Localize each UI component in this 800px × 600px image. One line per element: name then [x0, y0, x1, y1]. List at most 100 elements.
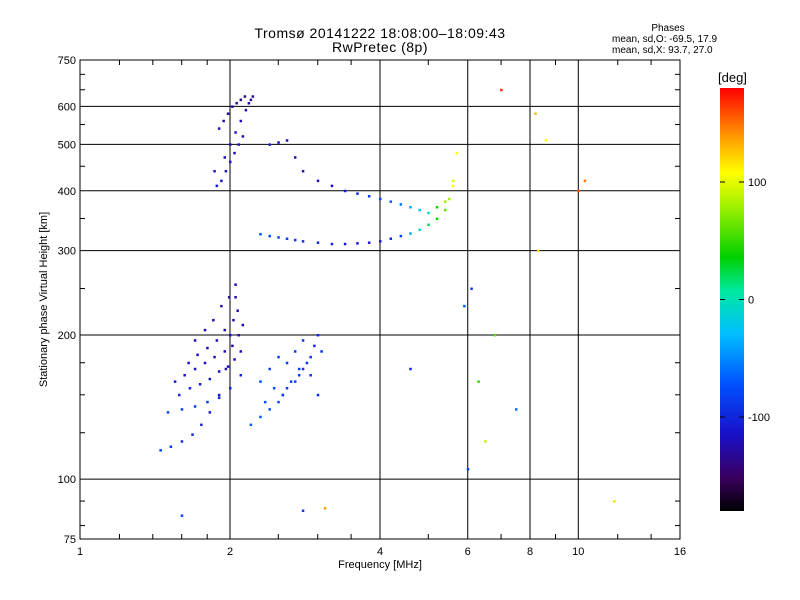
data-point — [198, 382, 202, 386]
data-point — [226, 112, 230, 115]
data-point — [208, 411, 212, 414]
data-point — [223, 328, 227, 332]
data-point — [316, 333, 320, 337]
data-point — [224, 367, 228, 371]
data-point — [418, 228, 421, 232]
data-point — [247, 101, 251, 105]
x-tick-label: 2 — [227, 546, 233, 558]
chart-title-line2: RwPretec (8p) — [332, 39, 428, 55]
colorbar-tick-label: -100 — [748, 412, 770, 424]
data-point — [233, 358, 236, 361]
data-point — [220, 304, 223, 308]
data-point — [484, 440, 487, 443]
data-point — [203, 328, 207, 332]
x-tick-label: 10 — [572, 546, 584, 558]
colorbar-tick-label: 0 — [748, 295, 754, 307]
data-point — [451, 179, 455, 183]
data-point — [193, 367, 197, 371]
data-point — [309, 355, 312, 359]
data-point — [293, 238, 297, 242]
data-point — [234, 283, 237, 286]
data-point — [301, 339, 305, 342]
data-point — [237, 333, 240, 337]
data-point — [536, 249, 540, 253]
data-point — [493, 333, 497, 337]
data-point — [213, 355, 216, 359]
phase-stats-x: mean, sd,X: 93.7, 27.0 — [612, 45, 713, 56]
data-point — [200, 423, 203, 427]
data-point — [379, 197, 382, 201]
data-point — [285, 386, 289, 390]
data-point — [231, 105, 234, 108]
data-point — [389, 200, 393, 203]
data-point — [223, 350, 227, 353]
y-tick-label: 400 — [58, 186, 76, 198]
data-point — [463, 304, 466, 308]
data-point — [234, 296, 237, 299]
data-point — [226, 365, 230, 368]
data-point — [193, 339, 197, 342]
data-point — [263, 400, 267, 404]
data-point — [272, 386, 276, 390]
data-point — [223, 156, 227, 159]
y-tick-label: 200 — [58, 330, 76, 342]
data-point — [367, 241, 371, 244]
data-point — [217, 370, 221, 373]
data-point — [330, 184, 334, 188]
axis-ticks: 1 2 4 6 8 10 16 75 100 200 300 400 500 600 750 — [58, 55, 686, 558]
data-point — [244, 108, 248, 112]
data-point — [268, 367, 271, 371]
data-point — [277, 400, 280, 404]
data-point — [330, 242, 334, 246]
data-point — [239, 373, 243, 377]
data-point — [515, 408, 518, 411]
data-point — [206, 346, 209, 350]
data-point — [220, 179, 223, 183]
data-point — [191, 433, 194, 436]
data-point — [236, 309, 239, 312]
data-point — [268, 408, 271, 411]
data-point — [409, 367, 412, 371]
data-point — [313, 344, 316, 348]
data-point — [277, 236, 280, 239]
data-point — [500, 88, 503, 92]
data-point — [323, 507, 327, 510]
data-point — [180, 514, 184, 517]
data-point — [379, 240, 382, 243]
data-point — [277, 141, 280, 144]
data-point — [301, 367, 305, 371]
data-point — [224, 169, 228, 173]
phase-stats: Phases mean, sd,O: -69.5, 17.9 mean, sd,… — [612, 23, 724, 56]
data-point — [235, 101, 238, 105]
data-point — [316, 241, 320, 244]
data-point — [356, 242, 359, 245]
chart-title-line1: Tromsø 20141222 18:08:00–18:09:43 — [254, 25, 506, 41]
data-point — [356, 192, 359, 195]
data-point — [470, 287, 473, 291]
data-point — [301, 169, 305, 173]
data-point — [241, 323, 245, 327]
data-point — [320, 350, 323, 353]
colorbar-tick-label: 100 — [748, 177, 766, 189]
data-point — [173, 380, 177, 383]
data-point — [203, 361, 207, 365]
data-point — [477, 380, 480, 383]
data-point — [208, 377, 212, 381]
plot-frame — [79, 59, 681, 540]
data-point — [180, 408, 184, 411]
data-point — [166, 411, 170, 414]
data-point — [251, 95, 255, 98]
data-point — [309, 373, 312, 377]
data-point — [193, 405, 197, 408]
data-point — [451, 184, 455, 188]
data-point — [316, 393, 320, 397]
data-point — [259, 380, 262, 383]
phase-stats-o: mean, sd,O: -69.5, 17.9 — [612, 34, 718, 45]
data-point — [268, 234, 271, 238]
x-axis-label: Frequency [MHz] — [338, 559, 422, 571]
data-point — [316, 179, 320, 183]
data-point — [268, 143, 271, 146]
data-point — [233, 151, 236, 155]
x-tick-label: 8 — [527, 546, 533, 558]
data-point — [367, 195, 371, 198]
